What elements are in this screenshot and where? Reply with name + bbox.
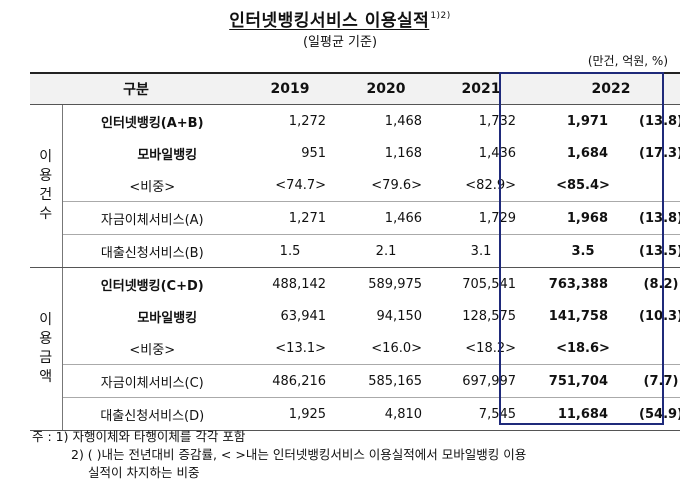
cell: 1,436 bbox=[478, 145, 517, 161]
cell: 128,575 bbox=[462, 308, 517, 324]
cell: <82.9> bbox=[465, 177, 517, 193]
cell: 1,729 bbox=[434, 201, 529, 235]
cell: <13.1> bbox=[275, 340, 327, 356]
title-footnote-mark: 1)2) bbox=[430, 11, 451, 21]
row-label: 대출신청서비스(B) bbox=[62, 234, 243, 268]
cell: 1,732 bbox=[478, 113, 517, 129]
cell-2022: 1,684 bbox=[566, 145, 609, 161]
cell: <18.2> bbox=[465, 340, 517, 356]
cell: 705,541 bbox=[462, 276, 517, 292]
cell-change: (17.3) bbox=[639, 145, 680, 161]
row-label: 모바일뱅킹 bbox=[137, 310, 198, 326]
subtitle: (일평균 기준) bbox=[302, 35, 378, 50]
cell-change: (8.2) bbox=[643, 276, 679, 292]
cell: 697,997 bbox=[434, 364, 529, 398]
cell: 1.5 bbox=[242, 234, 339, 268]
header-year: 2021 bbox=[434, 72, 529, 105]
table-row: 대출신청서비스(B) 1.5 2.1 3.1 3.5 (13.5) bbox=[30, 234, 680, 268]
cell-change: (13.8) bbox=[639, 113, 680, 129]
header-row: 구분 2019 2020 2021 2022 bbox=[30, 72, 680, 105]
cell-change: (13.8) bbox=[628, 201, 680, 235]
cell: 585,165 bbox=[338, 364, 435, 398]
table-row: <비중> <74.7> <79.6> <82.9> <85.4> bbox=[30, 169, 680, 202]
cell: 488,142 bbox=[272, 276, 327, 292]
title-text: 인터넷뱅킹서비스 이용실적 bbox=[229, 11, 430, 31]
cell-2022: <85.4> bbox=[556, 177, 610, 193]
cell: 2.1 bbox=[338, 234, 435, 268]
table-row: 모바일뱅킹 951 1,168 1,436 1,684 (17.3) bbox=[30, 137, 680, 169]
cell: 1,925 bbox=[242, 397, 339, 431]
row-label: 모바일뱅킹 bbox=[137, 147, 198, 163]
row-label: 자금이체서비스(C) bbox=[62, 364, 243, 398]
cell: 94,150 bbox=[376, 308, 423, 324]
cell-change: (7.7) bbox=[628, 364, 680, 398]
cell-2022: 763,388 bbox=[548, 276, 609, 292]
cell: 1,271 bbox=[242, 201, 339, 235]
cell-2022: 11,684 bbox=[528, 397, 629, 431]
table-row: 자금이체서비스(C) 486,216 585,165 697,997 751,7… bbox=[30, 364, 680, 398]
header-year: 2019 bbox=[242, 72, 339, 105]
table-row: 모바일뱅킹 63,941 94,150 128,575 141,758 (10.… bbox=[30, 300, 680, 332]
cell: 3.1 bbox=[434, 234, 529, 268]
cell-2022: 751,704 bbox=[528, 364, 629, 398]
table-row: 자금이체서비스(A) 1,271 1,466 1,729 1,968 (13.8… bbox=[30, 201, 680, 235]
page-title: 인터넷뱅킹서비스 이용실적1)2) bbox=[0, 6, 680, 31]
cell: 63,941 bbox=[280, 308, 327, 324]
footnote-1: 주 : 1) 자행이체와 타행이체를 각각 포함 bbox=[32, 429, 246, 444]
row-label: <비중> bbox=[129, 179, 176, 195]
row-label: 대출신청서비스(D) bbox=[62, 397, 243, 431]
cell-2022: 3.5 bbox=[528, 234, 629, 268]
cell: 951 bbox=[301, 145, 327, 161]
cell-2022: 141,758 bbox=[548, 308, 609, 324]
cell-change bbox=[628, 332, 680, 365]
cell: 7,545 bbox=[434, 397, 529, 431]
cell-change: (54.9) bbox=[628, 397, 680, 431]
cell: 1,168 bbox=[384, 145, 423, 161]
cell-change: (10.3) bbox=[639, 308, 680, 324]
cell-2022: <18.6> bbox=[556, 340, 610, 356]
cell: <74.7> bbox=[275, 177, 327, 193]
row-label: 인터넷뱅킹(C+D) bbox=[100, 278, 204, 294]
header-year: 2022 bbox=[528, 72, 680, 105]
cell: <79.6> bbox=[371, 177, 423, 193]
row-label: 인터넷뱅킹(A+B) bbox=[100, 115, 204, 131]
cell: 1,466 bbox=[338, 201, 435, 235]
header-category: 구분 bbox=[30, 72, 243, 105]
cell: 4,810 bbox=[338, 397, 435, 431]
footnote-2-cont: 실적이 차지하는 비중 bbox=[88, 465, 200, 480]
cell-2022: 1,968 bbox=[528, 201, 629, 235]
cell-change: (13.5) bbox=[628, 234, 680, 268]
footnote-2: 2) ( )내는 전년대비 증감률, < >내는 인터넷뱅킹서비스 이용실적에서… bbox=[71, 447, 527, 462]
unit-label: (만건, 억원, %) bbox=[587, 54, 668, 68]
row-label: 자금이체서비스(A) bbox=[62, 201, 243, 235]
cell: 1,468 bbox=[384, 113, 423, 129]
table-row: <비중> <13.1> <16.0> <18.2> <18.6> bbox=[30, 332, 680, 365]
cell-2022: 1,971 bbox=[566, 113, 609, 129]
row-label: <비중> bbox=[129, 342, 176, 358]
cell: <16.0> bbox=[371, 340, 423, 356]
cell: 486,216 bbox=[242, 364, 339, 398]
header-year: 2020 bbox=[338, 72, 435, 105]
cell: 589,975 bbox=[368, 276, 423, 292]
table-row: 대출신청서비스(D) 1,925 4,810 7,545 11,684 (54.… bbox=[30, 397, 680, 431]
cell-change bbox=[628, 169, 680, 202]
cell: 1,272 bbox=[288, 113, 327, 129]
